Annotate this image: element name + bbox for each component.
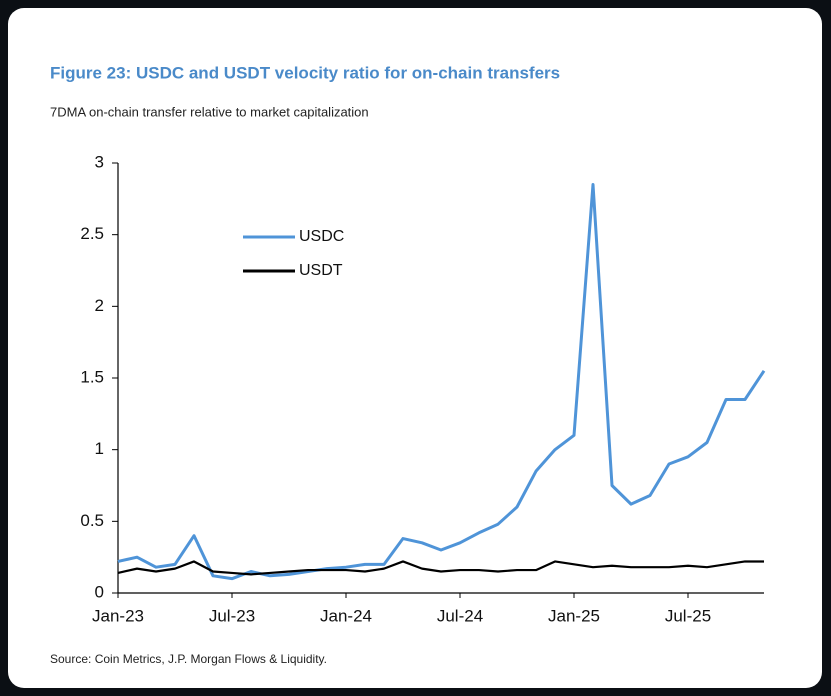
legend-label: USDC — [299, 228, 344, 245]
x-tick-label: Jul-24 — [437, 606, 483, 625]
y-tick-label: 3 — [95, 152, 104, 171]
y-tick-label: 2.5 — [80, 224, 104, 243]
chart-subtitle: 7DMA on-chain transfer relative to marke… — [50, 104, 369, 119]
x-tick-label: Jul-23 — [209, 606, 255, 625]
y-tick-label: 1 — [95, 439, 104, 458]
series-line — [117, 560, 764, 576]
y-tick-label: 1.5 — [80, 367, 104, 386]
x-tick-label: Jan-25 — [548, 606, 600, 625]
x-tick-label: Jul-25 — [665, 606, 711, 625]
x-tick-label: Jan-23 — [92, 606, 144, 625]
y-tick-label: 0 — [95, 582, 104, 601]
series-line — [117, 183, 766, 581]
x-tick-label: Jan-24 — [320, 606, 372, 625]
card — [8, 8, 822, 688]
chart-title: Figure 23: USDC and USDT velocity ratio … — [50, 63, 560, 82]
y-tick-label: 0.5 — [80, 511, 104, 530]
y-tick-label: 2 — [95, 296, 104, 315]
source-note: Source: Coin Metrics, J.P. Morgan Flows … — [50, 652, 327, 666]
legend-label: USDT — [299, 262, 343, 279]
